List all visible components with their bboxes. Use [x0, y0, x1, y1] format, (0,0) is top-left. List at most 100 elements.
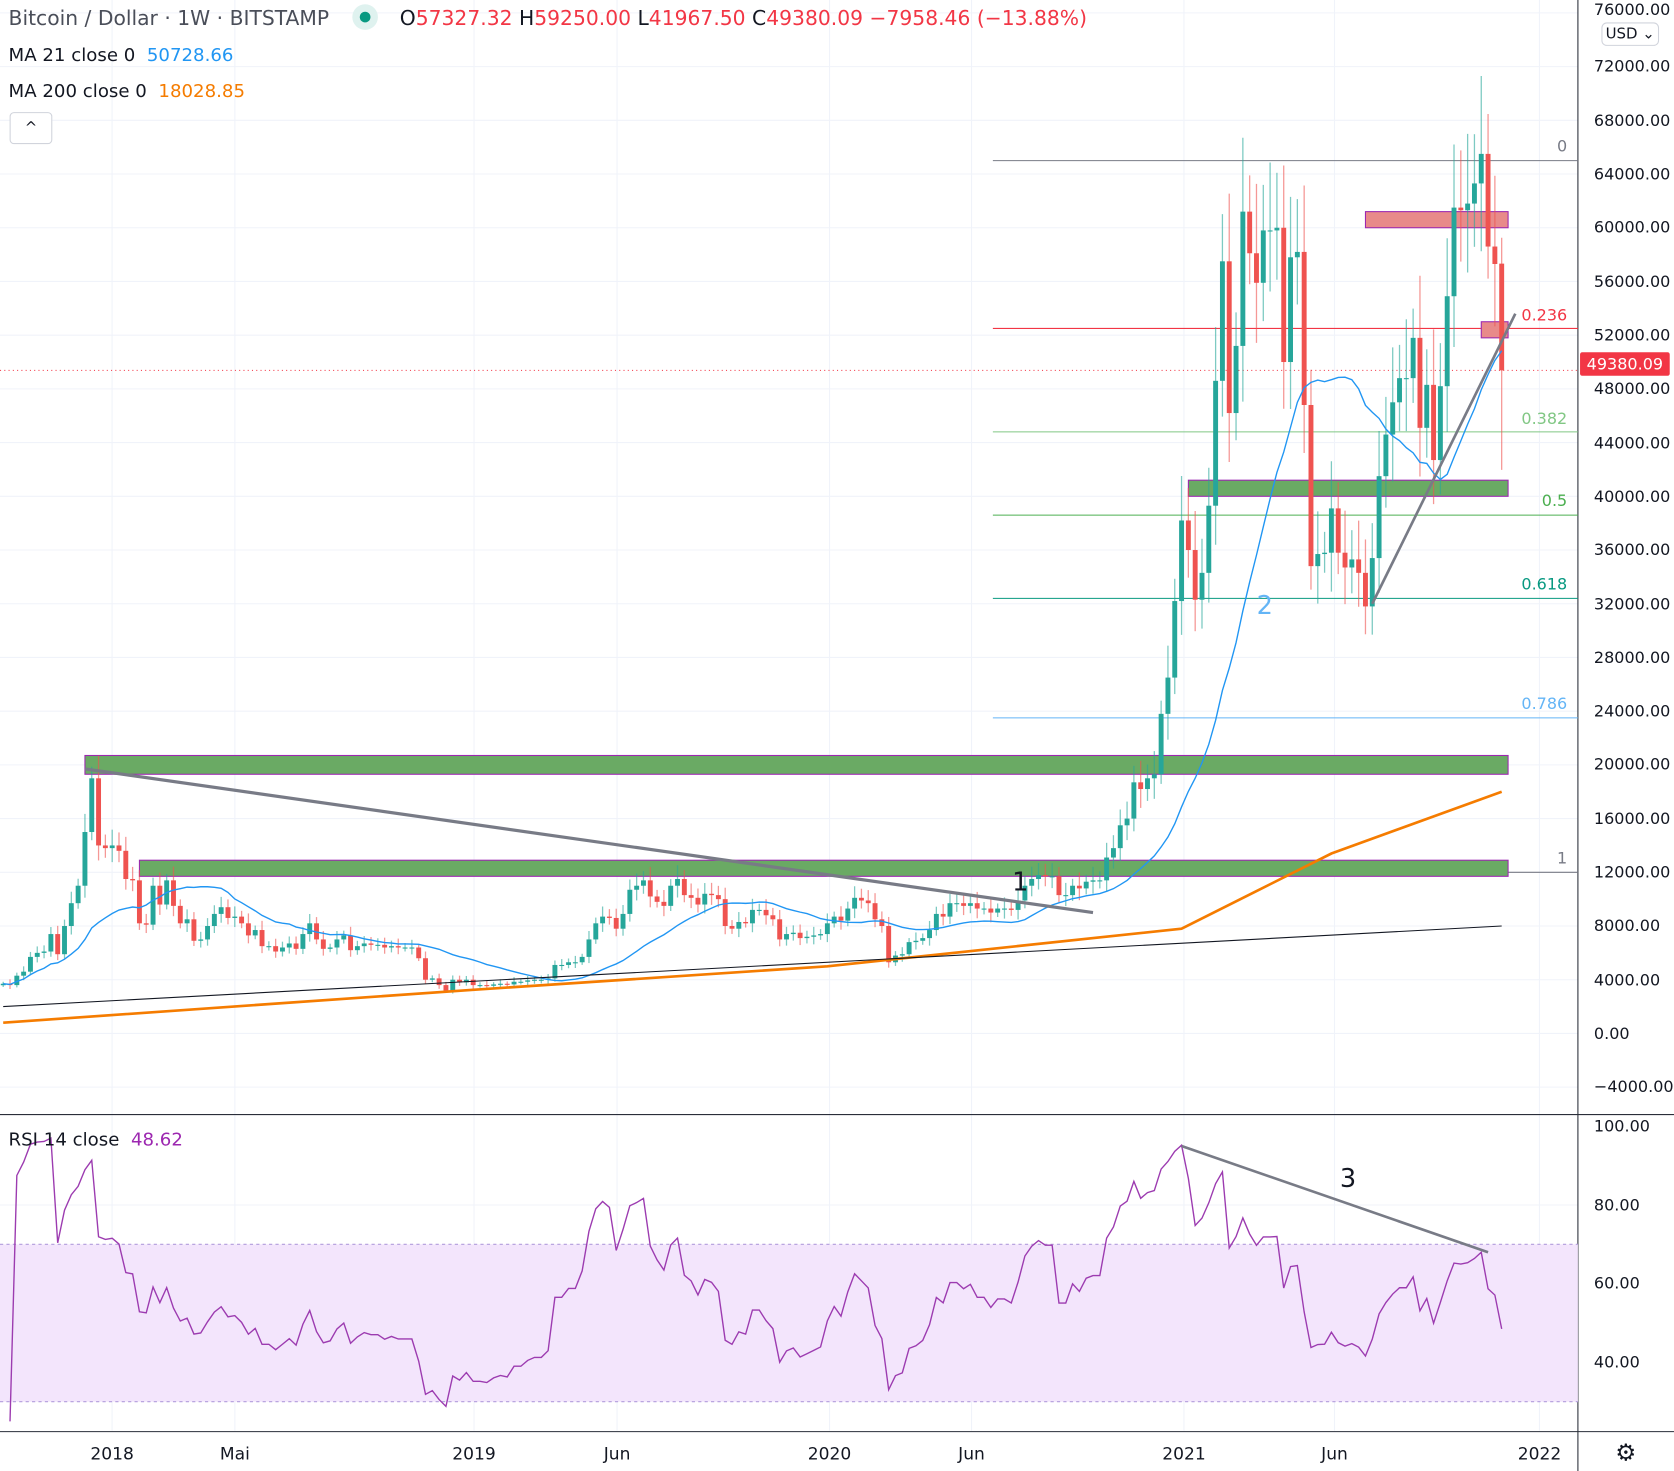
- candle: [82, 813, 88, 898]
- fib-label: 0.382: [1521, 408, 1568, 428]
- candle-body: [1301, 251, 1307, 405]
- candle: [620, 905, 626, 936]
- zone-green: [1187, 479, 1509, 497]
- candle: [1097, 871, 1103, 889]
- candle: [627, 879, 633, 922]
- candle-body: [1492, 246, 1498, 264]
- candle-body: [48, 934, 54, 952]
- exchange: BITSTAMP: [229, 6, 330, 31]
- candle: [123, 836, 129, 890]
- candle-body: [1151, 774, 1157, 779]
- candle: [1008, 901, 1014, 916]
- candle: [1485, 113, 1491, 279]
- candle-body: [184, 919, 190, 924]
- candle: [1219, 214, 1225, 417]
- candle-body: [1499, 263, 1505, 371]
- candle-body: [729, 926, 735, 929]
- candle: [749, 898, 755, 933]
- candle: [770, 907, 776, 926]
- candle-body: [906, 942, 912, 955]
- candle-body: [831, 916, 837, 924]
- candle-body: [341, 935, 347, 940]
- candle-body: [763, 909, 769, 916]
- candle-body: [1397, 378, 1402, 403]
- candle: [307, 914, 313, 942]
- candle-body: [102, 845, 108, 849]
- candle: [27, 951, 33, 976]
- candle: [1151, 751, 1157, 799]
- change-value: −7958.46 (−13.88%): [869, 6, 1088, 31]
- candle-body: [375, 944, 381, 946]
- time-tick-label: Jun: [958, 1443, 985, 1464]
- candle: [538, 975, 544, 984]
- candle-body: [879, 919, 885, 927]
- candle-body: [450, 979, 456, 991]
- currency-button[interactable]: USD ⌄: [1601, 22, 1660, 46]
- candle: [41, 945, 47, 959]
- candle-body: [627, 889, 633, 914]
- candle-body: [171, 880, 176, 906]
- candle: [913, 932, 919, 950]
- collapse-legend-button[interactable]: ^: [9, 112, 53, 145]
- ma21-value: 50728.66: [146, 44, 234, 67]
- fib-label: 0.786: [1521, 694, 1568, 714]
- candle-body: [1458, 207, 1464, 211]
- candle-body: [123, 850, 129, 880]
- settings-gear-icon[interactable]: ⚙: [1615, 1440, 1637, 1467]
- ma21-legend[interactable]: MA 21 close 0 50728.66: [9, 45, 234, 66]
- candle-body: [1410, 337, 1416, 379]
- candle: [1192, 511, 1198, 632]
- candle-body: [491, 984, 497, 986]
- candle-body: [1090, 880, 1096, 882]
- ma200-legend[interactable]: MA 200 close 0 18028.85: [9, 81, 245, 102]
- candle: [729, 920, 735, 934]
- candle-body: [770, 915, 776, 920]
- symbol-name[interactable]: Bitcoin / Dollar: [8, 6, 158, 31]
- candle: [211, 905, 217, 934]
- candle: [416, 943, 422, 962]
- candle: [1301, 185, 1307, 454]
- candle: [695, 888, 701, 913]
- candle: [1308, 369, 1314, 590]
- candle-body: [852, 897, 858, 909]
- candle: [688, 883, 694, 909]
- candle-body: [334, 939, 340, 948]
- candle: [1281, 165, 1287, 409]
- candle-body: [504, 983, 510, 985]
- candle-body: [811, 935, 817, 937]
- candle-body: [872, 903, 878, 920]
- candle-body: [1002, 908, 1007, 910]
- candle: [429, 975, 435, 983]
- price-tick-label: 72000.00: [1593, 56, 1671, 77]
- candle: [865, 890, 871, 913]
- candle-body: [273, 946, 279, 952]
- candle-body: [824, 923, 830, 935]
- candle: [1042, 863, 1048, 887]
- candle: [409, 939, 415, 955]
- candle-body: [804, 936, 810, 939]
- candle-body: [198, 939, 204, 941]
- candle: [1206, 467, 1212, 603]
- candle-body: [641, 880, 646, 886]
- candle: [457, 975, 463, 986]
- symbol-legend: Bitcoin / Dollar · 1W · BITSTAMP O57327.…: [8, 4, 1088, 32]
- candle-body: [361, 943, 367, 947]
- candle-body: [566, 962, 571, 965]
- candle: [1397, 344, 1402, 432]
- market-status-icon: [352, 4, 379, 30]
- candle: [491, 982, 497, 988]
- rsi-tick-label: 100.00: [1593, 1116, 1650, 1136]
- candle: [1458, 150, 1464, 262]
- candle-body: [477, 985, 483, 987]
- rsi-legend[interactable]: RSI 14 close 48.62: [9, 1130, 183, 1151]
- candle-body: [1417, 337, 1423, 428]
- candle-body: [634, 885, 640, 890]
- candle-body: [1036, 874, 1041, 880]
- candle-body: [1117, 825, 1123, 849]
- candle: [1213, 327, 1219, 545]
- interval[interactable]: 1W: [177, 6, 211, 31]
- rsi-band: [0, 1244, 1578, 1402]
- ma21-line: [3, 350, 1503, 986]
- candle-body: [818, 934, 824, 936]
